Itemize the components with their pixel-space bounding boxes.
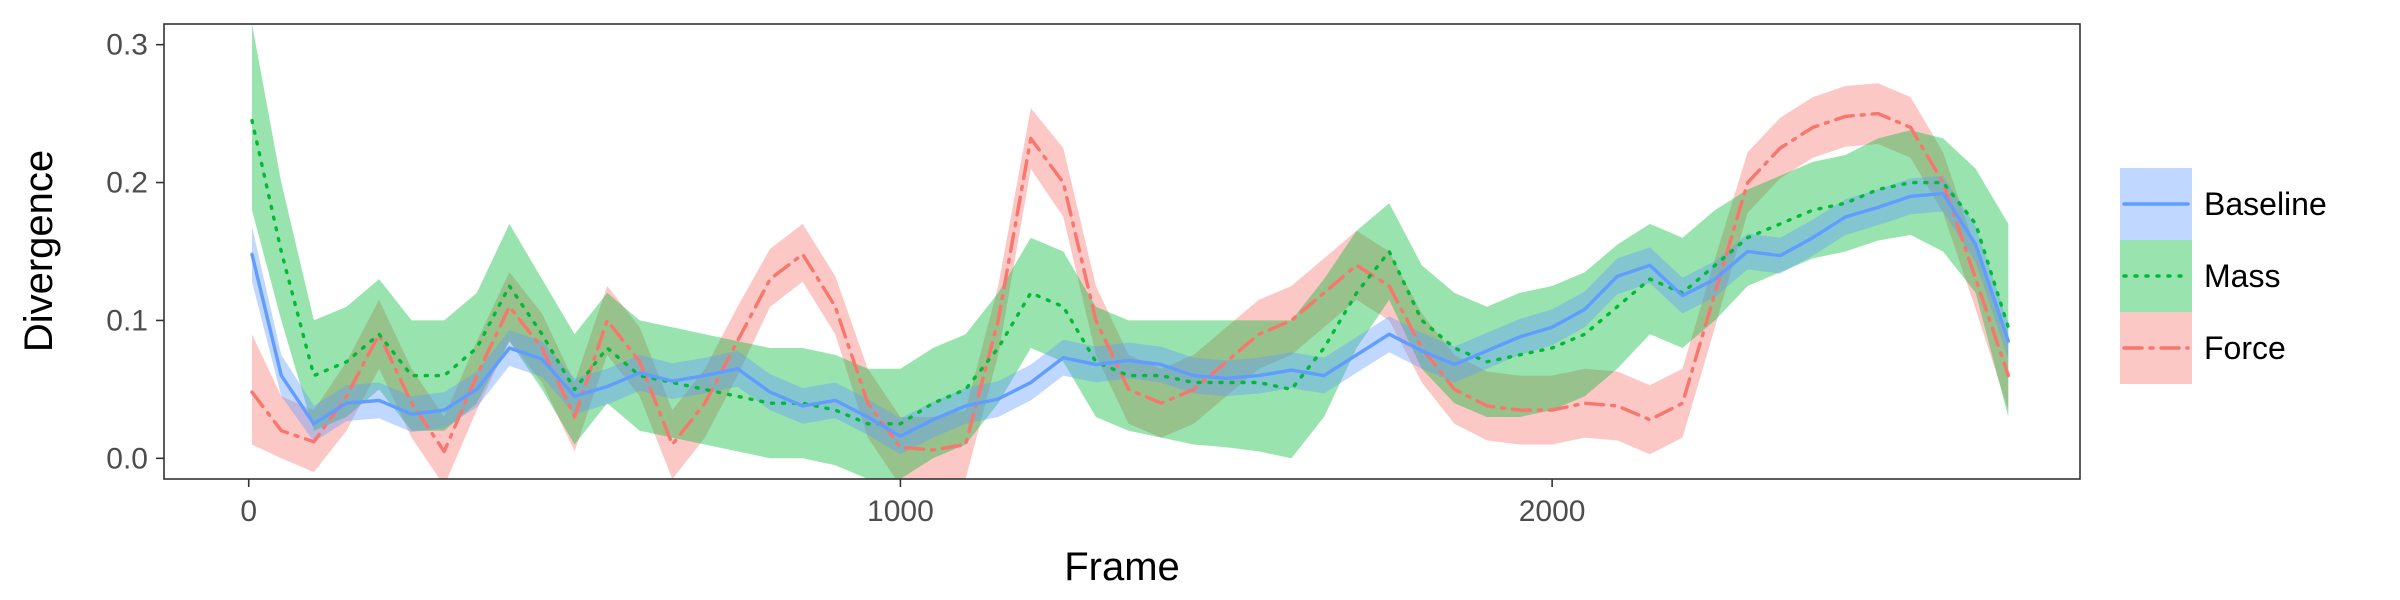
y-tick-label: 0.0 bbox=[106, 442, 148, 475]
y-tick-label: 0.1 bbox=[106, 304, 148, 337]
x-axis-title: Frame bbox=[1064, 545, 1180, 589]
legend-item-baseline: Baseline bbox=[2120, 168, 2327, 240]
legend-item-mass: Mass bbox=[2120, 240, 2280, 312]
confidence-band-mass bbox=[252, 24, 2009, 479]
plot-panel-border bbox=[163, 23, 2081, 480]
confidence-bands bbox=[252, 24, 2009, 479]
confidence-band-baseline bbox=[252, 175, 2009, 455]
legend-item-force: Force bbox=[2120, 312, 2286, 384]
y-axis-title: Divergence bbox=[17, 150, 61, 352]
series-line-mass bbox=[250, 118, 2010, 426]
series-line-baseline bbox=[250, 191, 2010, 438]
legend-label: Baseline bbox=[2204, 186, 2327, 222]
legend-label: Force bbox=[2204, 330, 2286, 366]
x-axis: 0 1000 2000 bbox=[240, 479, 1585, 528]
legend-label: Mass bbox=[2204, 258, 2280, 294]
y-tick-label: 0.2 bbox=[106, 167, 148, 200]
x-tick-label: 1000 bbox=[867, 495, 934, 528]
x-tick-label: 0 bbox=[240, 495, 257, 528]
series-line-force bbox=[250, 111, 2010, 454]
y-tick-label: 0.3 bbox=[106, 29, 148, 62]
x-tick-label: 2000 bbox=[1519, 495, 1586, 528]
y-axis: 0.0 0.1 0.2 0.3 bbox=[106, 29, 164, 475]
series-lines bbox=[250, 111, 2010, 454]
confidence-band-force bbox=[252, 83, 2009, 479]
legend: Baseline Mass Force bbox=[2120, 168, 2327, 384]
